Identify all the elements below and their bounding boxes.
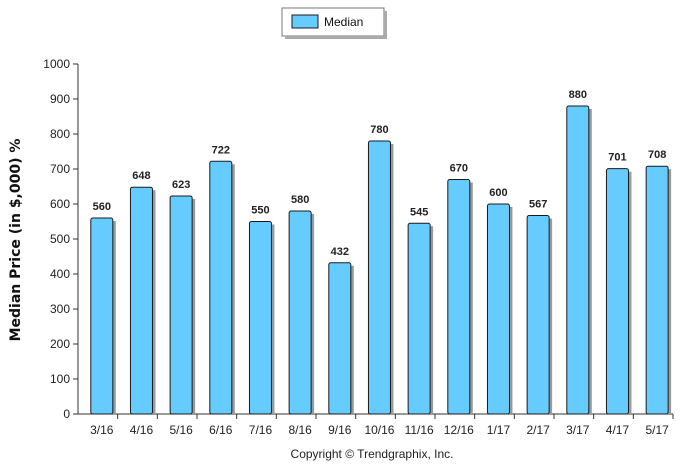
legend-box-shadow-bottom: [285, 36, 387, 39]
x-tick-label: 12/16: [444, 423, 474, 437]
x-tick-label: 6/16: [209, 423, 233, 437]
bar-3/16: [90, 217, 114, 415]
data-label: 701: [608, 152, 626, 164]
x-tick-label: 1/17: [487, 423, 511, 437]
data-label: 722: [212, 144, 230, 156]
bar-5/16: [169, 195, 193, 415]
copyright-footer: Copyright © Trendgraphix, Inc.: [291, 447, 454, 461]
y-tick-label: 700: [50, 162, 70, 176]
bar-4/16: [129, 186, 153, 415]
data-label: 600: [489, 187, 507, 199]
bar-3/17: [566, 105, 590, 415]
x-tick-label: 8/16: [288, 423, 312, 437]
bar-11/16: [407, 222, 431, 415]
data-label: 708: [648, 149, 666, 161]
bar-2/17: [526, 215, 550, 415]
y-tick-label: 400: [50, 267, 70, 281]
y-tick-label: 900: [50, 92, 70, 106]
y-tick-label: 600: [50, 197, 70, 211]
x-tick-label: 2/17: [526, 423, 550, 437]
data-label: 432: [331, 246, 349, 258]
x-tick-label: 5/16: [169, 423, 193, 437]
x-axis: 3/16 4/16 5/16 6/16 7/16 8/16 9/16 10/16 11/16 12…: [78, 413, 674, 437]
bar-5/17: [645, 165, 669, 415]
legend-swatch-median: [291, 14, 319, 29]
x-tick-label: 4/17: [606, 423, 630, 437]
data-label: 623: [172, 179, 190, 191]
y-tick-label: 0: [63, 407, 70, 421]
data-label: 545: [410, 206, 428, 218]
x-tick-label: 3/17: [566, 423, 590, 437]
data-label: 567: [529, 199, 547, 211]
y-axis-title: Median Price (in $,000) %: [8, 139, 24, 342]
x-tick-label: 3/16: [90, 423, 114, 437]
x-tick-label: 10/16: [364, 423, 394, 437]
bar-9/16: [328, 262, 352, 415]
legend-label-median: Median: [324, 15, 363, 29]
legend-box-shadow: [384, 11, 387, 39]
y-tick-label: 500: [50, 232, 70, 246]
x-tick-label: 9/16: [328, 423, 352, 437]
x-tick-label: 5/17: [645, 423, 669, 437]
data-label: 780: [370, 124, 388, 136]
y-tick-label: 1000: [43, 57, 70, 71]
bar-4/17: [605, 168, 629, 415]
y-tick-label: 800: [50, 127, 70, 141]
x-tick-label: 7/16: [249, 423, 273, 437]
data-label: 580: [291, 194, 309, 206]
x-tick-label: 4/16: [130, 423, 154, 437]
y-tick-label: 100: [50, 372, 70, 386]
y-axis: 0 100 200 300 400 500 600 700 800 900 1000: [43, 57, 79, 421]
bar-1/17: [486, 203, 510, 415]
bar-7/16: [248, 221, 272, 415]
data-labels: 560 648 623 722 550 580 432 780 545 670 600 567 880 7…: [93, 89, 667, 258]
bar-10/16: [367, 140, 391, 415]
legend: Median: [281, 7, 387, 39]
bars: [90, 105, 672, 415]
data-label: 670: [450, 163, 468, 175]
bar-12/16: [447, 179, 471, 415]
y-tick-label: 200: [50, 337, 70, 351]
bar-8/16: [288, 210, 312, 415]
data-label: 550: [251, 205, 269, 217]
y-tick-label: 300: [50, 302, 70, 316]
data-label: 648: [132, 170, 150, 182]
bar-6/16: [209, 160, 233, 415]
data-label: 560: [93, 201, 111, 213]
data-label: 880: [569, 89, 587, 101]
x-tick-label: 11/16: [405, 423, 434, 437]
